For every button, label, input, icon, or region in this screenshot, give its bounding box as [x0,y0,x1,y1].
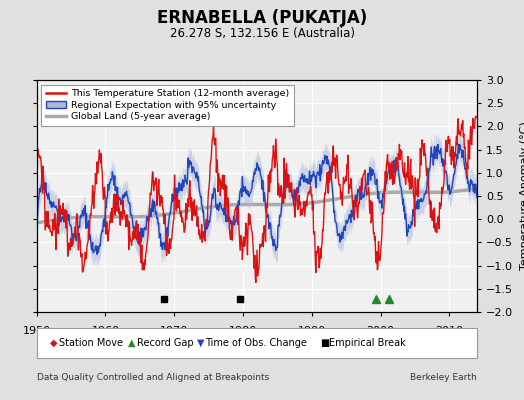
Text: Empirical Break: Empirical Break [329,338,405,348]
Text: ◆: ◆ [50,338,57,348]
Text: 1990: 1990 [298,326,326,336]
Text: 2000: 2000 [366,326,395,336]
Text: ▼: ▼ [196,338,204,348]
Text: Data Quality Controlled and Aligned at Breakpoints: Data Quality Controlled and Aligned at B… [37,374,269,382]
Text: 1950: 1950 [23,326,51,336]
Text: 2010: 2010 [435,326,463,336]
Text: ▲: ▲ [128,338,136,348]
Text: 1960: 1960 [91,326,119,336]
Text: 26.278 S, 132.156 E (Australia): 26.278 S, 132.156 E (Australia) [169,28,355,40]
Legend: This Temperature Station (12-month average), Regional Expectation with 95% uncer: This Temperature Station (12-month avera… [41,85,293,126]
Text: 1970: 1970 [160,326,188,336]
Y-axis label: Temperature Anomaly (°C): Temperature Anomaly (°C) [520,122,524,270]
Text: Time of Obs. Change: Time of Obs. Change [205,338,307,348]
Text: Berkeley Earth: Berkeley Earth [410,374,477,382]
Text: ■: ■ [320,338,329,348]
Text: ERNABELLA (PUKATJA): ERNABELLA (PUKATJA) [157,9,367,27]
Text: Station Move: Station Move [59,338,123,348]
Text: Record Gap: Record Gap [137,338,194,348]
Text: 1980: 1980 [229,326,257,336]
